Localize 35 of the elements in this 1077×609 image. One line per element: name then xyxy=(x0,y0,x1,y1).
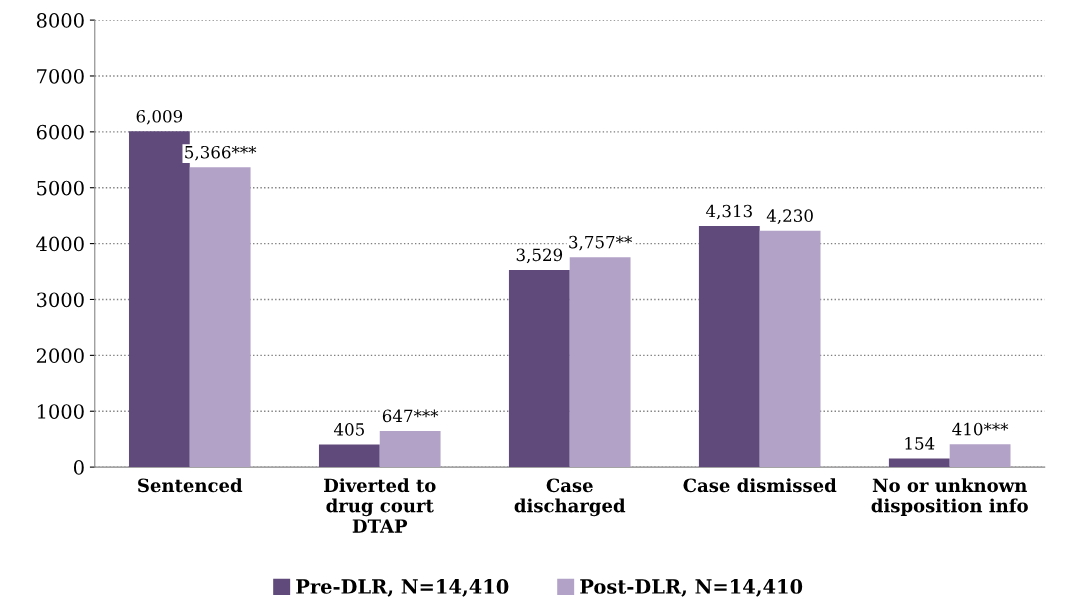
bar xyxy=(318,444,380,468)
bar xyxy=(189,167,251,468)
bar xyxy=(698,226,760,468)
data-label: 410*** xyxy=(952,422,1009,436)
x-tick-label: No or unknown disposition info xyxy=(871,478,1028,516)
y-tick-label: 1000 xyxy=(37,404,84,419)
data-label: 6,009 xyxy=(136,109,183,125)
y-tick-label: 6000 xyxy=(36,124,84,140)
x-tick-label: Case discharged xyxy=(514,478,626,517)
data-label: 4,313 xyxy=(705,204,752,220)
legend-label: Post-DLR, N=14,410 xyxy=(580,579,803,597)
y-tick-label: 7000 xyxy=(37,68,84,84)
y-tick-label: 8000 xyxy=(36,13,84,28)
data-label: 3,757** xyxy=(569,235,633,251)
bar xyxy=(569,257,631,468)
y-tick-label: 4000 xyxy=(36,236,84,252)
y-tick-label: 0 xyxy=(73,460,84,475)
bar xyxy=(888,458,950,468)
bar xyxy=(949,444,1011,468)
data-label: 647*** xyxy=(382,409,439,423)
y-tick-label: 2000 xyxy=(36,348,84,364)
data-label: 405 xyxy=(333,423,364,436)
bar xyxy=(379,430,441,468)
x-tick-label: Sentenced xyxy=(138,478,243,493)
x-tick-label: Diverted to drug court DTAP xyxy=(324,478,436,533)
data-label: 3,529 xyxy=(516,248,563,264)
y-tick-label: 5000 xyxy=(37,180,84,196)
bar xyxy=(759,230,821,468)
legend-label: Pre-DLR, N=14,410 xyxy=(296,579,509,597)
y-tick-label: 3000 xyxy=(37,292,84,308)
data-label: 4,230 xyxy=(766,209,813,224)
bar xyxy=(508,269,570,468)
data-label: 5,366*** xyxy=(185,145,257,161)
x-tick-label: Case dismissed xyxy=(683,478,837,493)
data-label: 154 xyxy=(905,437,935,450)
